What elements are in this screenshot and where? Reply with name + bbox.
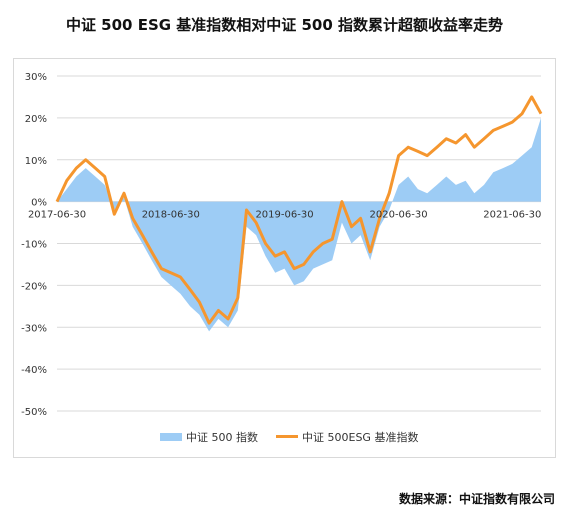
legend-label-csi500esg: 中证 500ESG 基准指数: [302, 430, 418, 444]
y-tick-label: -40%: [21, 365, 47, 376]
legend: 中证 500 指数 中证 500ESG 基准指数: [160, 430, 418, 444]
data-source: 数据来源：中证指数有限公司: [398, 492, 555, 506]
y-tick-label: -30%: [21, 323, 47, 334]
series-line-csi500esg: [55, 95, 543, 325]
chart-title: 中证 500 ESG 基准指数相对中证 500 指数累计超额收益率走势: [65, 16, 504, 34]
legend-swatch-csi500: [160, 433, 182, 441]
series-area-csi500: [57, 117, 541, 332]
x-tick-label: 2020-06-30: [370, 210, 428, 221]
x-tick-label: 2021-06-30: [483, 210, 541, 221]
chart-svg: 30% 20% 10% 0% -10% -20% -30% -40% -50% 2017-06-…: [21, 72, 543, 444]
y-tick-label: 30%: [25, 72, 47, 83]
y-tick-label: 10%: [25, 156, 47, 167]
y-tick-label: -10%: [21, 240, 47, 251]
y-tick-label: 20%: [25, 114, 47, 125]
x-tick-label: 2017-06-30: [28, 210, 86, 221]
x-tick-label: 2019-06-30: [255, 210, 313, 221]
legend-swatch-csi500esg: [276, 435, 298, 438]
x-axis-ticks: 2017-06-30 2018-06-30 2019-06-30 2020-06-30…: [28, 210, 541, 221]
y-tick-label: 0%: [31, 198, 47, 209]
y-tick-label: -50%: [21, 407, 47, 418]
y-axis-ticks: 30% 20% 10% 0% -10% -20% -30% -40% -50%: [21, 72, 47, 418]
legend-label-csi500: 中证 500 指数: [186, 430, 258, 444]
y-tick-label: -20%: [21, 281, 47, 292]
x-tick-label: 2018-06-30: [142, 210, 200, 221]
chart-frame: [13, 58, 556, 458]
